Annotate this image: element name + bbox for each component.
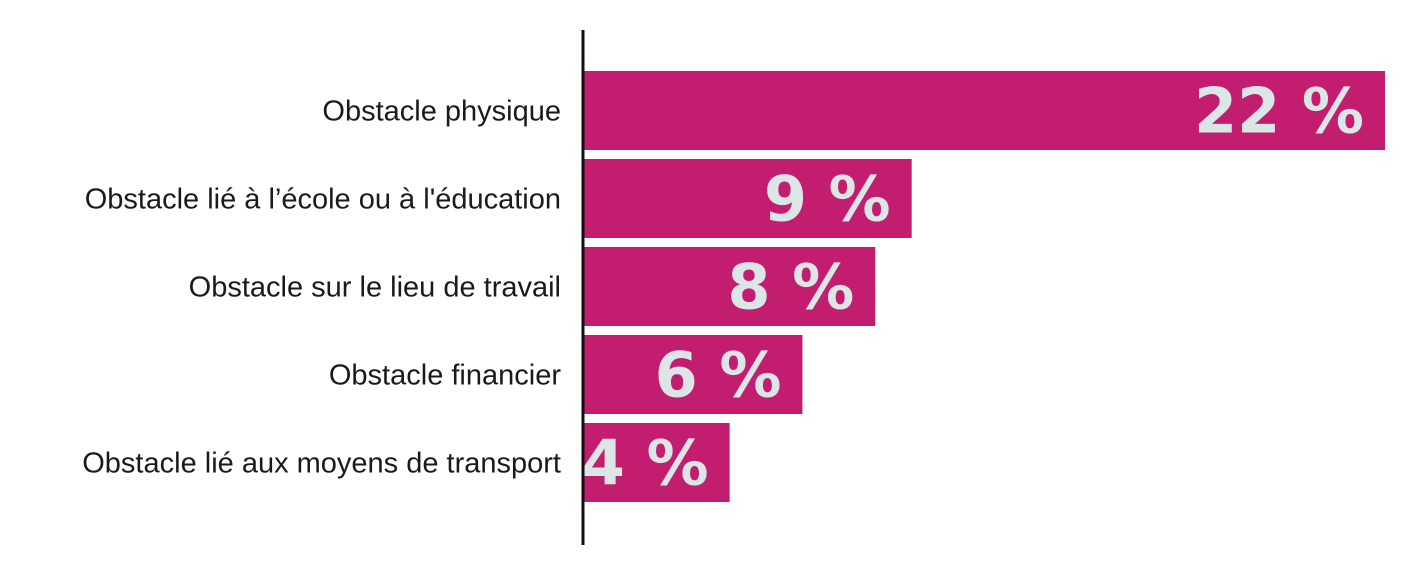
value-label-2: 8 %	[727, 251, 854, 324]
bar-4	[584, 423, 730, 502]
value-label-3: 6 %	[655, 339, 782, 412]
bar-0	[584, 71, 1385, 150]
value-label-0: 22 %	[1194, 75, 1364, 148]
category-label-2: Obstacle sur le lieu de travail	[189, 272, 561, 304]
category-label-0: Obstacle physique	[322, 96, 561, 128]
bars-group	[584, 71, 1385, 502]
bar-2	[584, 247, 876, 326]
category-label-4: Obstacle lié aux moyens de transport	[82, 448, 561, 480]
value-label-4: 4 %	[582, 427, 709, 500]
bar-1	[584, 159, 912, 238]
value-labels-group: 22 % 9 % 8 % 6 % 4 %	[582, 75, 1364, 500]
bar-3	[584, 335, 803, 414]
category-labels-group: Obstacle physique Obstacle lié à l’école …	[82, 96, 561, 480]
category-label-3: Obstacle financier	[329, 360, 561, 392]
value-label-1: 9 %	[764, 163, 891, 236]
category-label-1: Obstacle lié à l’école ou à l'éducation	[85, 184, 561, 216]
